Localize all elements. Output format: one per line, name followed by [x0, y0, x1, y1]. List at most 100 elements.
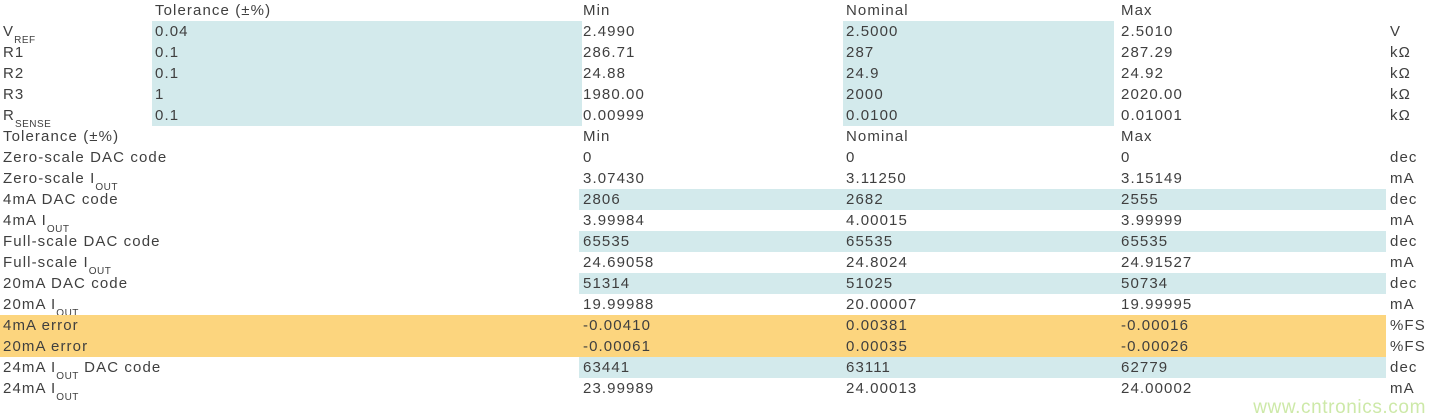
- table-row: 4mA error -0.00410 0.00381 -0.00016 %FS: [0, 315, 1436, 336]
- row-label: R1: [3, 44, 25, 61]
- cell-nominal: 4.00015: [846, 212, 908, 229]
- row-label: VREF: [3, 23, 36, 46]
- row-label: Zero-scale IOUT: [3, 170, 118, 193]
- cell-min: 23.99989: [583, 380, 655, 397]
- cell-unit: kΩ: [1390, 86, 1411, 103]
- cell-nominal: 65535: [846, 233, 894, 250]
- row-highlight: [843, 42, 1114, 63]
- cell-unit: mA: [1390, 380, 1415, 397]
- cell-max: -0.00026: [1121, 338, 1190, 355]
- row-highlight: [0, 315, 1386, 336]
- cell-nominal: 0.0100: [846, 107, 899, 124]
- table-row: 20mA DAC code 51314 51025 50734 dec: [0, 273, 1436, 294]
- table-row: Full-scale DAC code 65535 65535 65535 de…: [0, 231, 1436, 252]
- row-label: R3: [3, 86, 25, 103]
- cell-unit: kΩ: [1390, 65, 1411, 82]
- cell-min: 24.88: [583, 65, 627, 82]
- cell-min: 24.69058: [583, 254, 655, 271]
- cell-max: 50734: [1121, 275, 1169, 292]
- row-highlight: [152, 84, 582, 105]
- cell-unit: dec: [1390, 149, 1418, 166]
- cell-tolerance: 0.1: [155, 65, 180, 82]
- row-highlight: [152, 21, 582, 42]
- row-highlight: [579, 189, 1386, 210]
- table-row: 20mA IOUT 19.99988 20.00007 19.99995 mA: [0, 294, 1436, 319]
- table-row: R2 0.1 24.88 24.9 24.92 kΩ: [0, 63, 1436, 84]
- cell-max: 24.92: [1121, 65, 1165, 82]
- row-highlight: [843, 84, 1114, 105]
- cell-unit: dec: [1390, 275, 1418, 292]
- cell-unit: kΩ: [1390, 44, 1411, 61]
- cell-min: -0.00410: [583, 317, 652, 334]
- table-row: 24mA IOUT 23.99989 24.00013 24.00002 mA: [0, 378, 1436, 403]
- cell-max: 3.15149: [1121, 170, 1183, 187]
- cell-unit: mA: [1390, 296, 1415, 313]
- cell-max: 0.01001: [1121, 107, 1183, 124]
- cell-nominal: 287: [846, 44, 875, 61]
- cell-max: 2555: [1121, 191, 1159, 208]
- row-label: Zero-scale DAC code: [3, 149, 168, 166]
- cell-nominal: 0.00381: [846, 317, 908, 334]
- cell-unit: dec: [1390, 359, 1418, 376]
- cell-nominal: 24.00013: [846, 380, 918, 397]
- table-row: 24mA IOUT DAC code 63441 63111 62779 dec: [0, 357, 1436, 382]
- row-highlight: [152, 42, 582, 63]
- cell-min: -0.00061: [583, 338, 652, 355]
- cell-min: 2806: [583, 191, 621, 208]
- cell-unit: %FS: [1390, 317, 1426, 334]
- table-row: R3 1 1980.00 2000 2020.00 kΩ: [0, 84, 1436, 105]
- table-row: Zero-scale DAC code 0 0 0 dec: [0, 147, 1436, 168]
- cell-nominal: Nominal: [846, 2, 909, 19]
- cell-max: 65535: [1121, 233, 1169, 250]
- cell-max: 2020.00: [1121, 86, 1183, 103]
- cell-max: -0.00016: [1121, 317, 1190, 334]
- cell-max: 62779: [1121, 359, 1169, 376]
- cell-min: 19.99988: [583, 296, 655, 313]
- row-label: RSENSE: [3, 107, 52, 130]
- row-highlight: [579, 231, 1386, 252]
- cell-max: 287.29: [1121, 44, 1174, 61]
- cell-nominal: 24.9: [846, 65, 880, 82]
- row-label: Tolerance (±%): [3, 128, 120, 145]
- cell-nominal: 0.00035: [846, 338, 908, 355]
- row-label: 20mA error: [3, 338, 89, 355]
- table-row: 20mA error -0.00061 0.00035 -0.00026 %FS: [0, 336, 1436, 357]
- row-label: 4mA error: [3, 317, 79, 334]
- row-label: 24mA IOUT: [3, 380, 79, 403]
- cell-min: 3.07430: [583, 170, 645, 187]
- cell-nominal: 20.00007: [846, 296, 918, 313]
- table-row: Full-scale IOUT 24.69058 24.8024 24.9152…: [0, 252, 1436, 277]
- cell-unit: V: [1390, 23, 1402, 40]
- cell-min: Min: [583, 2, 611, 19]
- row-highlight: [0, 336, 1386, 357]
- cell-nominal: 51025: [846, 275, 894, 292]
- cell-nominal: 63111: [846, 359, 891, 376]
- cell-unit: mA: [1390, 212, 1415, 229]
- cell-tolerance: 0.1: [155, 107, 180, 124]
- cell-nominal: 2000: [846, 86, 884, 103]
- table-row: RSENSE 0.1 0.00999 0.0100 0.01001 kΩ: [0, 105, 1436, 130]
- table-row: VREF 0.04 2.4990 2.5000 2.5010 V: [0, 21, 1436, 46]
- cell-min: 0: [583, 149, 593, 166]
- row-highlight: [843, 21, 1114, 42]
- row-label: 20mA IOUT: [3, 296, 79, 319]
- cell-min: 3.99984: [583, 212, 645, 229]
- table-row: R1 0.1 286.71 287 287.29 kΩ: [0, 42, 1436, 63]
- row-label: 4mA DAC code: [3, 191, 119, 208]
- row-highlight: [579, 357, 1386, 378]
- row-label: 20mA DAC code: [3, 275, 129, 292]
- cell-min: Min: [583, 128, 611, 145]
- row-label: 24mA IOUT DAC code: [3, 359, 162, 382]
- cell-unit: mA: [1390, 170, 1415, 187]
- cell-nominal: 0: [846, 149, 856, 166]
- cell-max: 3.99999: [1121, 212, 1183, 229]
- cell-max: 19.99995: [1121, 296, 1193, 313]
- cell-max: Max: [1121, 128, 1153, 145]
- row-highlight: [152, 105, 582, 126]
- cell-tolerance: 1: [155, 86, 165, 103]
- cell-nominal: 2682: [846, 191, 884, 208]
- cell-min: 1980.00: [583, 86, 645, 103]
- table-row: 4mA DAC code 2806 2682 2555 dec: [0, 189, 1436, 210]
- row-label: R2: [3, 65, 25, 82]
- cell-nominal: 3.11250: [846, 170, 907, 187]
